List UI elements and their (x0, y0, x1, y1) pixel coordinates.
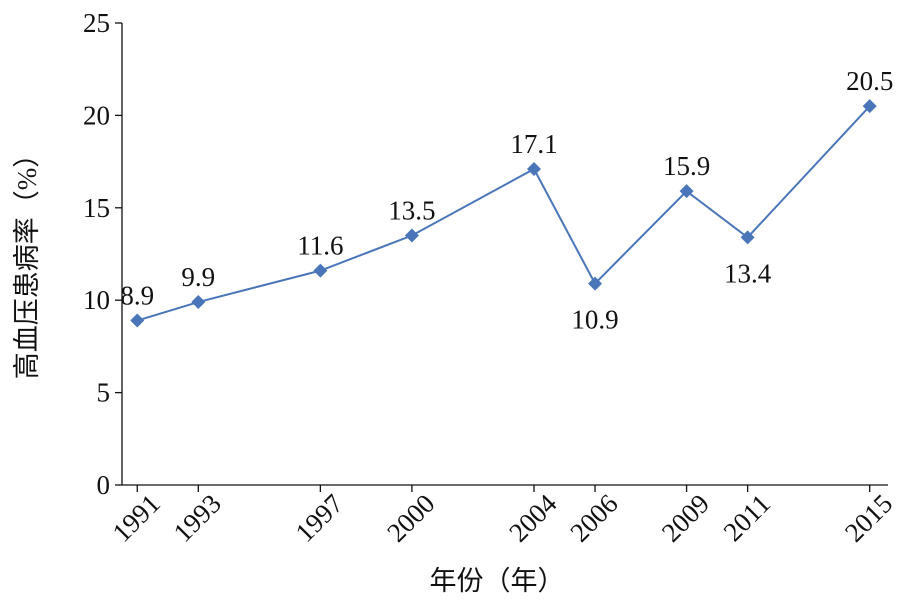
data-label: 11.6 (297, 231, 343, 261)
x-tick-label: 1993 (168, 488, 227, 547)
data-label: 13.4 (724, 258, 772, 288)
x-tick-label: 1997 (290, 488, 349, 547)
x-tick-label: 2011 (718, 488, 777, 547)
y-tick-label: 0 (97, 470, 111, 500)
data-label: 20.5 (846, 66, 893, 96)
x-tick-label: 2015 (839, 488, 898, 547)
data-label: 15.9 (663, 151, 710, 181)
marker (679, 184, 694, 199)
x-axis-label: 年份（年） (430, 566, 565, 596)
marker (404, 228, 419, 243)
x-tick-label: 2009 (656, 488, 715, 547)
y-tick-label: 5 (97, 378, 111, 408)
marker (862, 99, 877, 114)
y-tick-label: 10 (83, 285, 110, 315)
marker (526, 161, 541, 176)
y-tick-label: 25 (83, 8, 110, 38)
data-label: 10.9 (571, 305, 618, 335)
marker (313, 263, 328, 278)
marker (130, 313, 145, 328)
data-label: 9.9 (181, 262, 215, 292)
x-tick-label: 2000 (381, 488, 440, 547)
y-tick-label: 20 (83, 100, 110, 130)
x-tick-label: 2006 (564, 488, 623, 547)
x-tick-label: 1991 (106, 488, 165, 547)
marker (191, 295, 206, 310)
data-label: 13.5 (388, 196, 435, 226)
x-tick-label: 2004 (503, 488, 563, 548)
y-axis-label: 高血压患病率（%） (12, 141, 42, 380)
marker (740, 230, 755, 245)
marker (588, 276, 603, 291)
y-tick-label: 15 (83, 193, 110, 223)
data-label: 8.9 (120, 281, 154, 311)
data-label: 17.1 (510, 129, 557, 159)
